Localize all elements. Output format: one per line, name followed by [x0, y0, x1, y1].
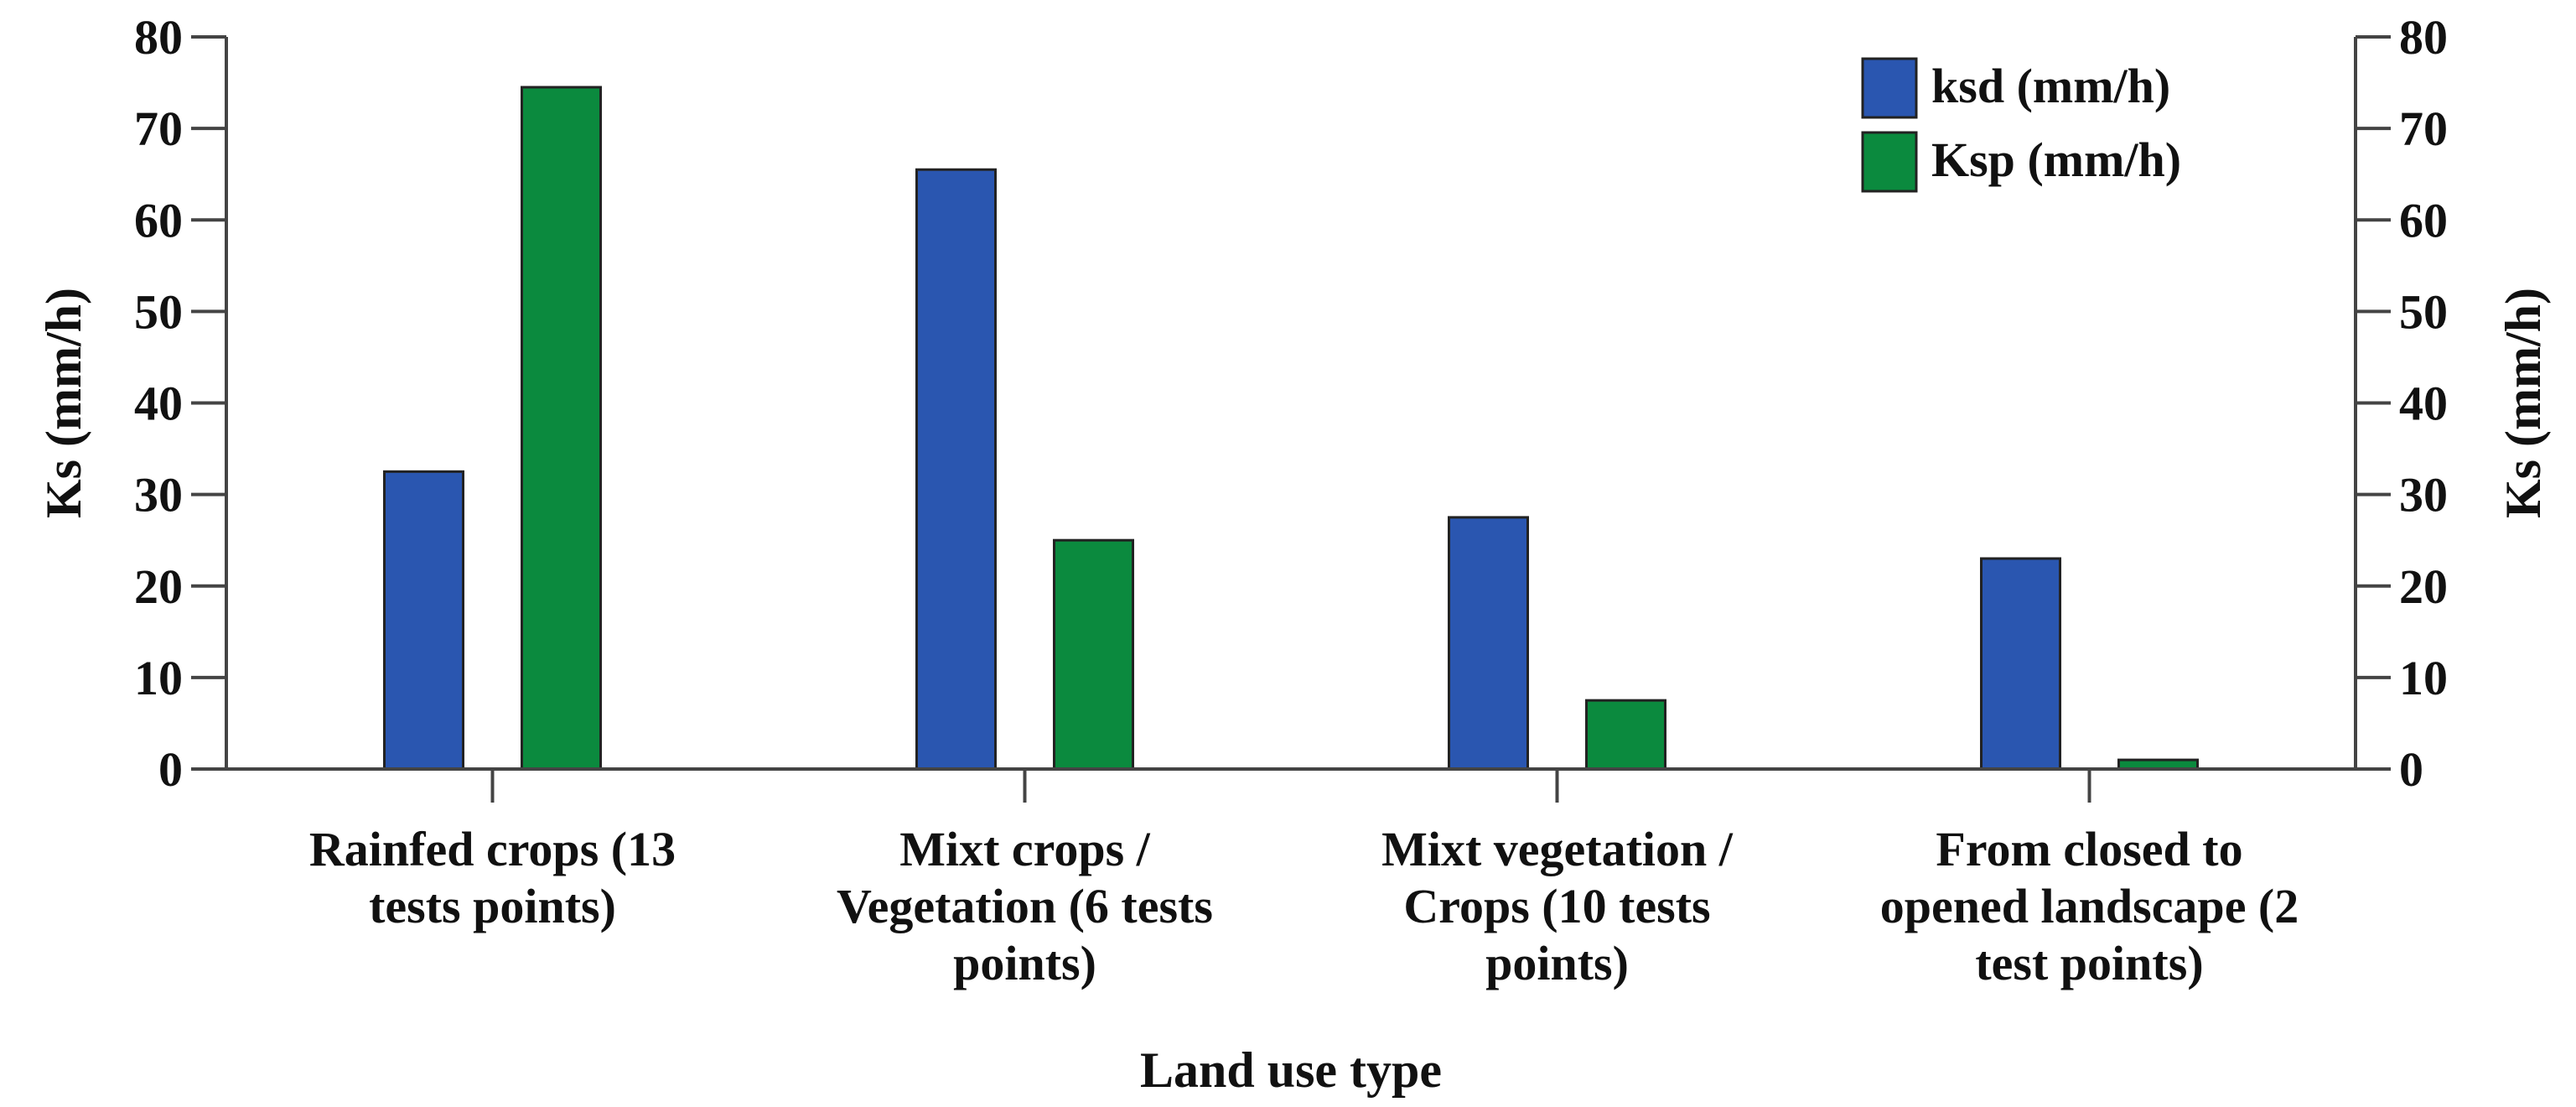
x-tick-label: Rainfed crops (13 [309, 822, 676, 876]
y-tick-label-right: 10 [2399, 651, 2448, 705]
y-tick-label-right: 50 [2399, 284, 2448, 339]
y-tick-label-right: 30 [2399, 468, 2448, 522]
bar-ksp [1585, 699, 1666, 771]
legend: ksd (mm/h) Ksp (mm/h) [1861, 57, 2181, 193]
x-tick-label: points) [953, 936, 1096, 990]
legend-label-ksd: ksd (mm/h) [1931, 59, 2170, 113]
axes-layer [191, 35, 2391, 803]
y-tick-label-right: 70 [2399, 101, 2448, 156]
x-tick-label: tests points) [369, 879, 616, 933]
y-axis-title-left: Ks (mm/h) [36, 288, 91, 518]
bar-ksp [1053, 538, 1134, 771]
x-tick-label: Mixt crops / [899, 822, 1150, 876]
x-tick-label: points) [1485, 936, 1629, 990]
y-tick-label-left: 70 [134, 101, 183, 156]
bar-ksd [383, 470, 464, 771]
y-tick-label-left: 40 [134, 377, 183, 431]
bars-layer [383, 86, 2199, 771]
y-tick-label-right: 0 [2399, 742, 2423, 797]
x-tick-label: Vegetation (6 tests [837, 879, 1213, 933]
y-tick-label-left: 10 [134, 651, 183, 705]
bar-ksd [1980, 557, 2061, 771]
y-tick-label-right: 80 [2399, 10, 2448, 65]
y-tick-label-left: 30 [134, 468, 183, 522]
y-tick-label-left: 0 [158, 742, 183, 797]
labels-layer: 0 0 10 10 20 20 30 30 40 40 50 50 60 60 70 70 80 80 Rainfe… [36, 10, 2551, 1098]
y-tick-label-left: 80 [134, 10, 183, 65]
y-tick-label-left: 20 [134, 559, 183, 614]
bar-ksp [521, 86, 602, 771]
x-tick-label: test points) [1975, 936, 2203, 990]
x-tick-label: From closed to [1936, 822, 2242, 876]
bar-ksd [1448, 516, 1529, 771]
y-tick-label-left: 60 [134, 193, 183, 247]
y-tick-label-left: 50 [134, 284, 183, 339]
legend-label-ksp: Ksp (mm/h) [1931, 133, 2181, 187]
x-tick-label: Mixt vegetation / [1381, 822, 1734, 876]
legend-swatch-ksd [1861, 57, 1918, 119]
legend-swatch-ksp [1861, 131, 1918, 193]
y-tick-label-right: 20 [2399, 559, 2448, 614]
y-tick-label-right: 40 [2399, 377, 2448, 431]
x-tick-label: opened landscape (2 [1880, 879, 2299, 933]
bar-ksd [915, 168, 997, 771]
y-tick-label-right: 60 [2399, 193, 2448, 247]
x-axis-title: Land use type [1140, 1042, 1442, 1098]
y-axis-title-right: Ks (mm/h) [2496, 288, 2551, 518]
x-tick-label: Crops (10 tests [1403, 879, 1710, 933]
